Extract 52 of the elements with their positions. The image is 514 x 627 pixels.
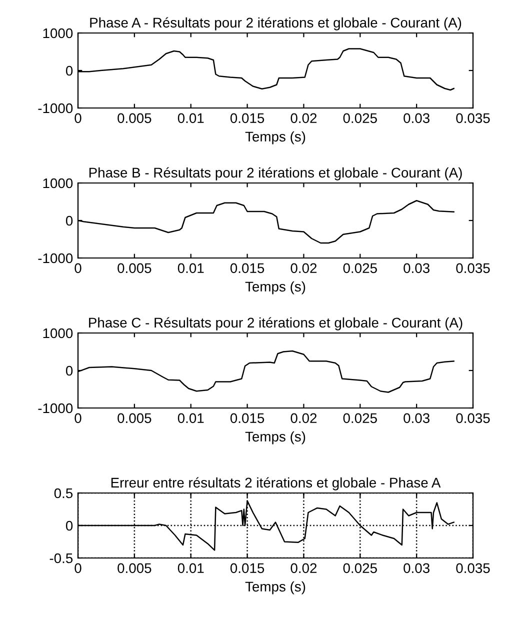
y-tick-label: -1000 <box>38 253 73 264</box>
x-tick-label: 0.01 <box>178 413 204 424</box>
y-tick-label: -1000 <box>38 103 73 114</box>
x-tick-label: 0.025 <box>343 113 377 124</box>
x-tick-label: 0.02 <box>290 263 317 274</box>
x-tick-label: 0.005 <box>118 263 152 274</box>
x-tick-label: 0.01 <box>178 113 204 124</box>
x-tick-label: 0.01 <box>178 563 204 574</box>
x-axis-title: Temps (s) <box>245 281 306 294</box>
y-tick-label: 1000 <box>43 28 73 38</box>
x-tick-label: 0.025 <box>343 263 377 274</box>
x-tick-label: 0.02 <box>290 113 317 124</box>
chart-title: Phase A - Résultats pour 2 itérations et globale - Courant (A) <box>90 17 462 30</box>
x-tick-label: 0.015 <box>230 563 264 574</box>
x-tick-label: 0.015 <box>230 113 264 124</box>
x-tick-label: 0.005 <box>118 563 152 574</box>
x-tick-label: 0.03 <box>404 413 430 424</box>
x-tick-label: 0.03 <box>404 563 430 574</box>
y-tick-label: 0 <box>66 366 73 376</box>
x-tick-label: 0.005 <box>118 413 152 424</box>
chart-title: Erreur entre résultats 2 itérations et globale - Phase A <box>111 477 441 490</box>
x-tick-label: 0 <box>74 263 82 274</box>
chart-title: Phase B - Résultats pour 2 itérations et globale - Courant (A) <box>89 167 462 180</box>
x-axis-title: Temps (s) <box>245 431 306 444</box>
y-tick-label: -0.5 <box>50 553 73 564</box>
y-tick-label: 1000 <box>43 328 73 338</box>
x-tick-label: 0.015 <box>230 413 264 424</box>
y-tick-label: 0.5 <box>54 488 73 498</box>
x-tick-label: 0 <box>74 413 82 424</box>
x-axis-title: Temps (s) <box>245 581 306 594</box>
x-tick-label: 0.035 <box>456 263 490 274</box>
y-tick-label: 0 <box>66 66 73 76</box>
y-tick-label: 1000 <box>43 178 73 188</box>
x-tick-label: 0.025 <box>343 563 377 574</box>
x-tick-label: 0.03 <box>404 113 430 124</box>
y-tick-label: -1000 <box>38 403 73 414</box>
x-tick-label: 0 <box>74 563 82 574</box>
chart-title: Phase C - Résultats pour 2 itérations et globale - Courant (A) <box>89 317 462 330</box>
x-tick-label: 0.015 <box>230 263 264 274</box>
x-tick-label: 0.035 <box>456 563 490 574</box>
x-tick-label: 0.01 <box>178 263 204 274</box>
y-tick-label: 0 <box>66 216 73 226</box>
x-tick-label: 0.02 <box>290 563 317 574</box>
x-tick-label: 0.035 <box>456 113 490 124</box>
x-tick-label: 0 <box>74 113 82 124</box>
x-tick-label: 0.03 <box>404 263 430 274</box>
x-tick-label: 0.035 <box>456 413 490 424</box>
x-tick-label: 0.005 <box>118 113 152 124</box>
x-tick-label: 0.025 <box>343 413 377 424</box>
x-tick-label: 0.02 <box>290 413 317 424</box>
y-tick-label: 0 <box>66 520 73 531</box>
x-axis-title: Temps (s) <box>245 131 306 144</box>
